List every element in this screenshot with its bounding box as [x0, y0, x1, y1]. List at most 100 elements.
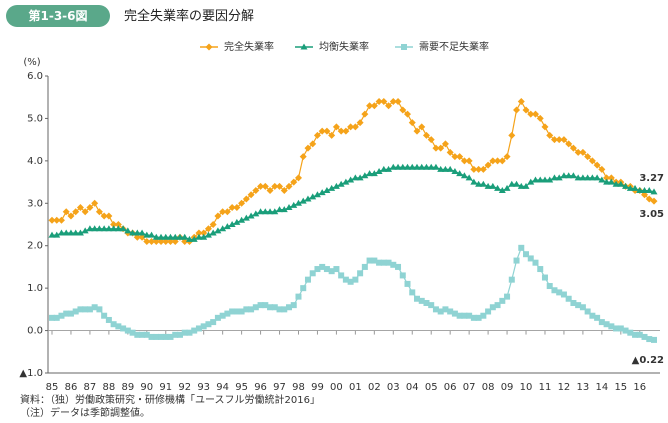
triangle-marker [508, 180, 516, 187]
diamond-marker [209, 221, 217, 228]
diamond-marker [546, 131, 554, 139]
triangle-marker [579, 174, 587, 181]
triangle-marker [641, 187, 649, 194]
triangle-marker [81, 227, 89, 234]
diamond-marker [513, 106, 521, 114]
diamond-marker [214, 212, 222, 220]
triangle-marker [238, 216, 246, 223]
square-marker [551, 287, 558, 294]
square-marker [91, 304, 98, 311]
diamond-marker [95, 208, 103, 216]
diamond-marker [233, 204, 241, 212]
triangle-marker [404, 163, 412, 170]
triangle-marker [242, 214, 250, 221]
annotation: ▲0.22 [632, 355, 664, 366]
note: （注）データは季節調整値。 [20, 406, 150, 419]
diamond-marker [413, 127, 421, 135]
diamond-marker [465, 157, 473, 165]
triangle-marker [603, 178, 611, 185]
triangle-marker [57, 229, 65, 236]
diamond-marker [432, 144, 440, 152]
triangle-marker [565, 172, 573, 179]
square-marker [195, 325, 202, 332]
square-marker [304, 276, 311, 283]
diamond-marker [110, 221, 118, 228]
square-marker [560, 291, 567, 298]
diamond-marker [418, 123, 426, 131]
square-marker [480, 312, 487, 319]
triangle-marker [470, 178, 478, 185]
diamond-marker [456, 153, 464, 161]
triangle-marker [271, 208, 279, 215]
triangle-marker [285, 204, 293, 211]
square-marker [129, 329, 136, 336]
square-marker [219, 312, 226, 319]
square-marker [309, 270, 316, 277]
diamond-marker [205, 43, 213, 51]
square-marker [158, 333, 165, 340]
square-marker [385, 259, 392, 266]
diamond-marker [441, 140, 449, 148]
triangle-marker [176, 233, 184, 240]
square-marker [162, 333, 169, 340]
diamond-marker [427, 136, 435, 144]
triangle-marker [257, 208, 265, 215]
y-tick-label: 3.0 [27, 198, 43, 209]
square-marker [527, 255, 534, 262]
triangle-marker [612, 180, 620, 187]
square-marker [105, 316, 112, 323]
diamond-marker [328, 131, 336, 139]
triangle-marker [300, 43, 308, 50]
diamond-marker [105, 212, 113, 220]
triangle-marker [494, 184, 502, 191]
x-tick-label: 02 [368, 382, 381, 393]
square-marker [442, 306, 449, 313]
triangle-marker [209, 229, 217, 236]
square-marker [233, 308, 240, 315]
diamond-marker [517, 97, 525, 105]
x-tick-label: 10 [520, 382, 533, 393]
square-marker [437, 308, 444, 315]
diamond-marker [347, 123, 355, 131]
diamond-marker [299, 153, 307, 161]
triangle-marker [337, 180, 345, 187]
square-marker [153, 333, 160, 340]
triangle-marker [617, 180, 625, 187]
square-marker [172, 331, 179, 338]
diamond-marker [204, 225, 212, 233]
diamond-marker [48, 216, 56, 224]
square-marker [617, 325, 624, 332]
triangle-marker [446, 165, 454, 172]
square-marker [328, 268, 335, 275]
triangle-marker [181, 233, 189, 240]
square-marker [622, 327, 629, 334]
square-marker [181, 329, 188, 336]
square-marker [338, 272, 345, 279]
square-marker [361, 263, 368, 270]
diamond-marker [475, 165, 483, 173]
square-marker [636, 331, 643, 338]
triangle-marker [323, 187, 331, 194]
y-tick-label: 6.0 [27, 71, 43, 82]
triangle-marker [252, 210, 260, 217]
diamond-marker [280, 187, 288, 195]
triangle-marker [95, 225, 103, 232]
diamond-marker [309, 140, 317, 148]
triangle-marker [62, 229, 70, 236]
diamond-marker [451, 153, 459, 161]
square-marker [451, 310, 458, 317]
triangle-marker [138, 229, 146, 236]
triangle-marker [366, 170, 374, 177]
triangle-marker [119, 225, 127, 232]
diamond-marker [285, 182, 293, 190]
diamond-marker [550, 136, 558, 144]
triangle-marker [185, 235, 193, 242]
diamond-marker [261, 182, 269, 190]
diamond-marker [422, 131, 430, 139]
triangle-marker [280, 206, 288, 213]
x-tick-label: 13 [577, 382, 590, 393]
triangle-marker [418, 163, 426, 170]
square-marker [200, 323, 207, 330]
square-marker [418, 297, 425, 304]
square-marker [641, 333, 648, 340]
